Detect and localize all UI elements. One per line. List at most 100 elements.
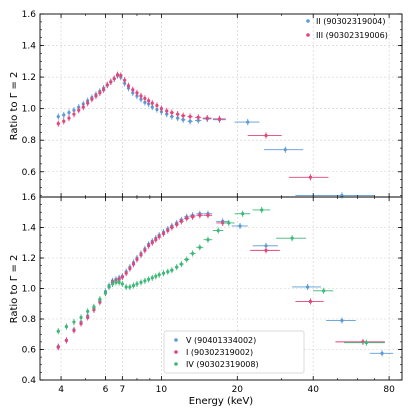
y-tick-label: 1.4 [22, 42, 37, 52]
top-panel-points [56, 71, 375, 199]
data-point [155, 106, 159, 113]
data-point [155, 102, 159, 109]
data-point [295, 192, 375, 199]
data-point [147, 97, 151, 104]
data-point [161, 270, 166, 277]
bottom-y-axis-title: Ratio to Γ = 2 [9, 255, 20, 324]
data-point [212, 227, 224, 234]
data-point [147, 276, 151, 283]
legend-item: V (90401334002) [174, 336, 256, 345]
data-point [64, 337, 69, 344]
bottom-panel-points [56, 206, 394, 357]
top-panel-grid [40, 14, 402, 197]
y-tick-label: 0.4 [22, 376, 37, 386]
data-point [119, 72, 123, 79]
bottom-panel-legend: V (90401334002) I (90302319002) IV (903023… [163, 330, 305, 374]
data-point [102, 86, 106, 93]
data-point [150, 239, 154, 246]
data-point [195, 114, 202, 121]
data-point [131, 86, 135, 93]
data-point [202, 114, 212, 122]
data-point [56, 344, 60, 351]
data-point [184, 256, 190, 263]
data-point [150, 99, 154, 107]
data-point [117, 279, 121, 286]
data-point [252, 242, 278, 249]
legend-label: IV (90302319008) [186, 360, 259, 369]
x-tick-label: 7 [119, 385, 125, 395]
data-point [247, 132, 282, 139]
data-point [56, 120, 60, 127]
data-point [165, 107, 169, 115]
data-point [131, 261, 136, 268]
data-point [157, 271, 161, 278]
data-point [252, 206, 271, 214]
y-tick-label: 0.8 [22, 136, 37, 146]
data-point [120, 280, 124, 287]
data-point [180, 112, 186, 119]
y-tick-label: 1.0 [22, 285, 37, 295]
data-point [263, 146, 304, 153]
legend-box [163, 330, 305, 374]
data-point [161, 230, 166, 237]
data-point [159, 105, 164, 112]
data-point [139, 251, 143, 258]
data-point [187, 113, 193, 120]
y-tick-label: 1.6 [22, 193, 37, 203]
data-point [64, 323, 69, 330]
data-point [67, 114, 71, 122]
data-point [81, 103, 85, 111]
data-point [184, 215, 190, 222]
data-point [56, 328, 60, 335]
data-point [72, 327, 76, 334]
data-point [86, 308, 90, 315]
data-point [112, 75, 116, 82]
data-point [166, 227, 170, 234]
data-point [77, 107, 81, 114]
data-point [203, 212, 213, 219]
data-point [92, 303, 96, 310]
data-point [143, 247, 147, 254]
data-point [56, 113, 60, 120]
data-point [139, 279, 143, 286]
data-point [189, 213, 196, 220]
data-point [86, 314, 90, 321]
y-tick-label: 1.2 [22, 254, 36, 264]
data-point [154, 273, 158, 280]
y-tick-label: 0.6 [22, 168, 37, 178]
data-point [79, 320, 83, 327]
data-point [276, 235, 307, 242]
data-point [135, 256, 139, 263]
data-point [123, 77, 127, 84]
data-point [67, 109, 71, 116]
data-point [180, 116, 186, 123]
data-point [94, 92, 98, 100]
top-panel-ticks: 0.6 0.8 1.0 1.2 1.4 1.6 [22, 10, 402, 197]
data-point [175, 114, 180, 122]
data-point [212, 115, 226, 123]
x-tick-label: 4 [58, 385, 64, 395]
data-point [124, 283, 128, 291]
data-point [175, 111, 180, 118]
data-point [335, 338, 385, 345]
data-point [179, 261, 184, 268]
data-point [86, 99, 90, 107]
data-point [169, 267, 174, 274]
data-point [115, 71, 120, 78]
data-point [179, 218, 184, 225]
data-point [143, 95, 147, 102]
data-point [79, 314, 83, 321]
data-point [124, 270, 128, 277]
legend-label: I (90302319002) [186, 348, 253, 357]
y-tick-label: 1.6 [22, 10, 37, 20]
data-point [154, 236, 158, 243]
legend-label: II (90302319004) [316, 17, 386, 26]
data-point [169, 224, 174, 231]
data-point [150, 274, 154, 281]
data-point [139, 92, 143, 100]
data-point [344, 339, 385, 346]
data-point [110, 280, 115, 287]
data-point [174, 264, 179, 271]
data-point [292, 283, 322, 291]
